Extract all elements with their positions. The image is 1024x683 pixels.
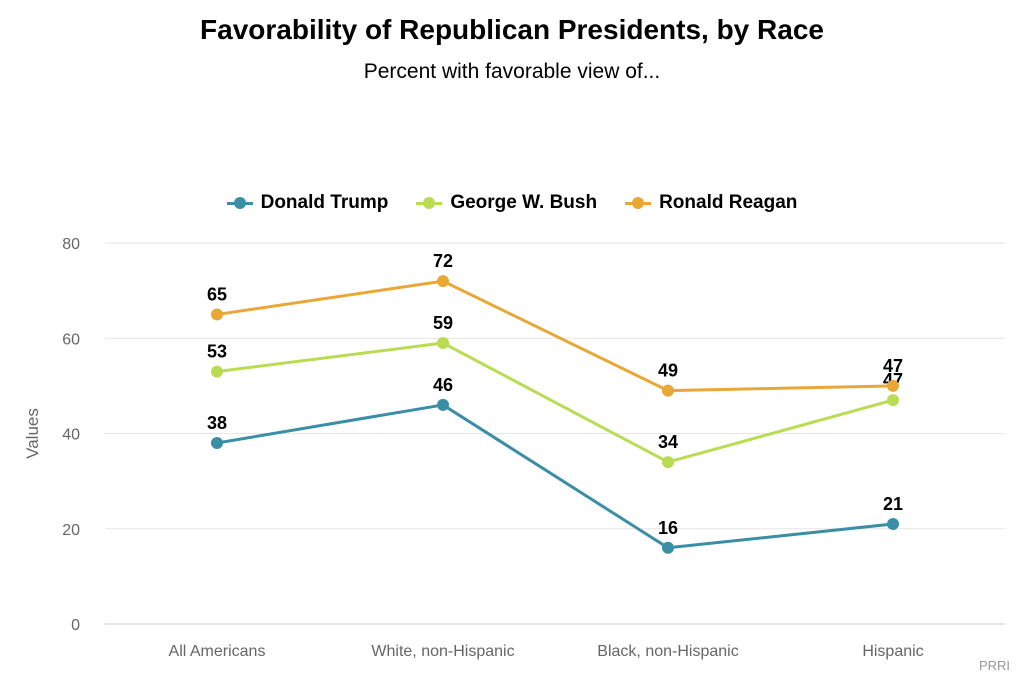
y-tick-label: 20 (62, 522, 80, 539)
y-tick-label: 60 (62, 331, 80, 348)
data-point (211, 308, 223, 321)
data-label: 38 (207, 413, 227, 433)
data-label: 59 (433, 313, 453, 333)
legend-marker-icon (226, 196, 253, 210)
data-point (887, 394, 899, 407)
x-tick-label: All Americans (169, 643, 266, 660)
data-label: 47 (883, 356, 903, 376)
y-tick-label: 0 (71, 617, 80, 634)
legend-item-donald-trump[interactable]: Donald Trump (226, 192, 389, 214)
data-label: 49 (658, 361, 678, 381)
legend-label: George W. Bush (450, 192, 598, 213)
data-point (662, 384, 674, 397)
legend-label: Ronald Reagan (659, 192, 798, 213)
data-point (437, 398, 449, 411)
y-tick-label: 80 (62, 236, 80, 253)
data-label: 34 (658, 432, 678, 452)
data-label: 46 (433, 375, 453, 395)
data-point (211, 365, 223, 378)
data-label: 16 (658, 518, 678, 538)
chart-subtitle: Percent with favorable view of... (363, 60, 661, 83)
credit-label: PRRI (978, 658, 1010, 673)
data-label: 21 (883, 494, 903, 514)
data-point (211, 437, 223, 450)
x-tick-label: Hispanic (862, 643, 923, 660)
x-tick-label: Black, non-Hispanic (597, 643, 738, 660)
y-axis-title: Values (23, 408, 42, 459)
legend-label: Donald Trump (260, 192, 389, 213)
series-line (216, 279, 894, 393)
data-label: 53 (207, 342, 227, 362)
legend-marker-icon (625, 196, 652, 210)
data-point (437, 275, 449, 288)
legend-item-ronald-reagan[interactable]: Ronald Reagan (625, 192, 797, 214)
legend: Donald Trump George W. Bush Ronald Reaga… (0, 192, 1024, 214)
data-point (887, 379, 899, 392)
legend-marker-icon (416, 196, 443, 210)
series-line (216, 341, 894, 464)
y-tick-label: 40 (62, 427, 80, 444)
legend-item-george-w-bush[interactable]: George W. Bush (416, 192, 597, 214)
data-point (662, 541, 674, 554)
data-point (887, 517, 899, 530)
data-label: 72 (433, 251, 453, 271)
series-line (216, 403, 894, 550)
chart-title: Favorability of Republican Presidents, b… (200, 14, 824, 45)
data-point (662, 456, 674, 469)
data-point (437, 337, 449, 350)
x-tick-label: White, non-Hispanic (371, 643, 514, 660)
data-label: 65 (207, 284, 227, 304)
